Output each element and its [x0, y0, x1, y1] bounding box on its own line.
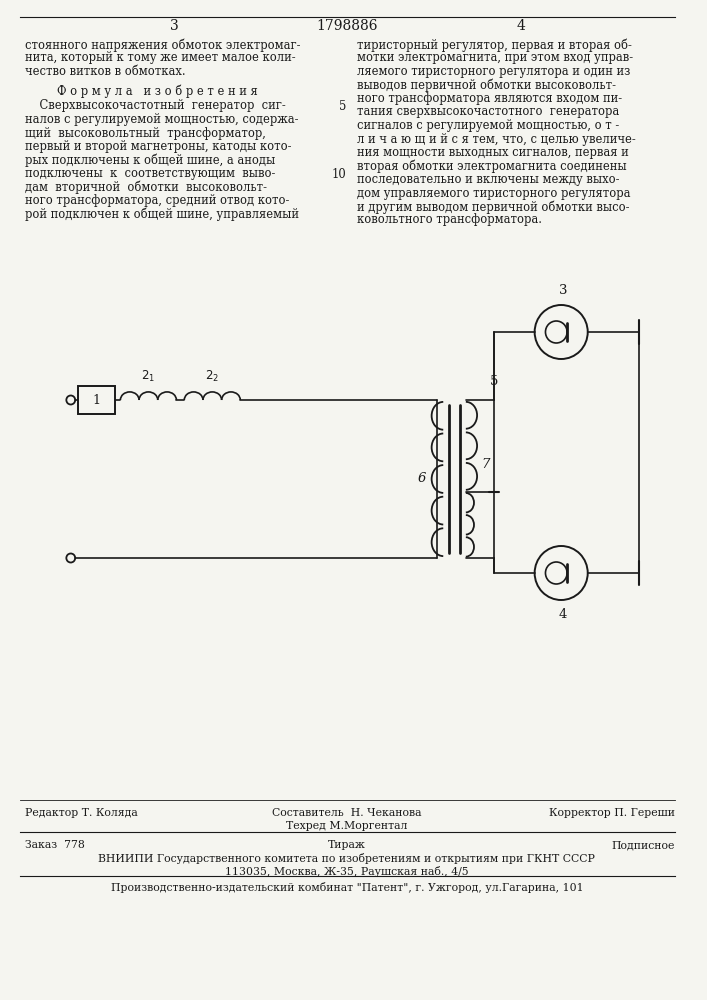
Text: Корректор П. Гереши: Корректор П. Гереши: [549, 808, 675, 818]
Text: ного трансформатора являются входом пи-: ного трансформатора являются входом пи-: [357, 92, 622, 105]
Text: 4: 4: [516, 19, 525, 33]
Text: налов с регулируемой мощностью, содержа-: налов с регулируемой мощностью, содержа-: [25, 113, 298, 126]
Text: л и ч а ю щ и й с я тем, что, с целью увеличе-: л и ч а ю щ и й с я тем, что, с целью ув…: [357, 132, 636, 145]
Text: рой подключен к общей шине, управляемый: рой подключен к общей шине, управляемый: [25, 208, 298, 221]
Text: $2_2$: $2_2$: [205, 369, 219, 384]
Text: выводов первичной обмотки высоковольт-: выводов первичной обмотки высоковольт-: [357, 79, 616, 92]
Text: Заказ  778: Заказ 778: [25, 840, 84, 850]
Text: Составитель  Н. Чеканова: Составитель Н. Чеканова: [272, 808, 421, 818]
Text: и другим выводом первичной обмотки высо-: и другим выводом первичной обмотки высо-: [357, 200, 629, 214]
Text: 1: 1: [93, 393, 101, 406]
Text: ВНИИПИ Государственного комитета по изобретениям и открытиям при ГКНТ СССР: ВНИИПИ Государственного комитета по изоб…: [98, 853, 595, 864]
Text: щий  высоковольтный  трансформатор,: щий высоковольтный трансформатор,: [25, 126, 265, 139]
Text: 3: 3: [559, 284, 568, 297]
Text: дам  вторичной  обмотки  высоковольт-: дам вторичной обмотки высоковольт-: [25, 180, 267, 194]
Text: 5: 5: [339, 101, 346, 113]
Text: сигналов с регулируемой мощностью, о т -: сигналов с регулируемой мощностью, о т -: [357, 119, 619, 132]
Text: рых подключены к общей шине, а аноды: рых подключены к общей шине, а аноды: [25, 153, 275, 167]
Text: первый и второй магнетроны, катоды кото-: первый и второй магнетроны, катоды кото-: [25, 140, 291, 153]
Text: 10: 10: [331, 168, 346, 181]
Text: мотки электромагнита, при этом вход управ-: мотки электромагнита, при этом вход упра…: [357, 51, 633, 64]
Text: 113035, Москва, Ж-35, Раушская наб., 4/5: 113035, Москва, Ж-35, Раушская наб., 4/5: [225, 866, 469, 877]
Text: дом управляемого тиристорного регулятора: дом управляемого тиристорного регулятора: [357, 186, 630, 200]
Text: нита, который к тому же имеет малое коли-: нита, который к тому же имеет малое коли…: [25, 51, 296, 64]
Text: чество витков в обмотках.: чество витков в обмотках.: [25, 65, 185, 78]
Text: Производственно-издательский комбинат "Патент", г. Ужгород, ул.Гагарина, 101: Производственно-издательский комбинат "П…: [110, 882, 583, 893]
Text: подключены  к  соответствующим  выво-: подключены к соответствующим выво-: [25, 167, 275, 180]
Text: Сверхвысокочастотный  генератор  сиг-: Сверхвысокочастотный генератор сиг-: [25, 100, 286, 112]
Text: ного трансформатора, средний отвод кото-: ного трансформатора, средний отвод кото-: [25, 194, 289, 207]
Text: 3: 3: [170, 19, 178, 33]
Text: ния мощности выходных сигналов, первая и: ния мощности выходных сигналов, первая и: [357, 146, 629, 159]
Text: Редактор Т. Коляда: Редактор Т. Коляда: [25, 808, 137, 818]
Text: 7: 7: [481, 458, 490, 471]
Bar: [78, 386, 115, 414]
Text: 5: 5: [490, 375, 498, 388]
Text: 4: 4: [559, 608, 567, 621]
Text: Техред М.Моргентал: Техред М.Моргентал: [286, 821, 408, 831]
Text: Тираж: Тираж: [328, 840, 366, 850]
Text: ковольтного трансформатора.: ковольтного трансформатора.: [357, 214, 542, 227]
Text: тиристорный регулятор, первая и вторая об-: тиристорный регулятор, первая и вторая о…: [357, 38, 631, 51]
Text: Ф о р м у л а   и з о б р е т е н и я: Ф о р м у л а и з о б р е т е н и я: [57, 85, 257, 98]
Text: Подписное: Подписное: [612, 840, 675, 850]
Text: последовательно и включены между выхо-: последовательно и включены между выхо-: [357, 173, 619, 186]
Text: стоянного напряжения обмоток электромаг-: стоянного напряжения обмоток электромаг-: [25, 38, 300, 51]
Text: тания сверхвысокочастотного  генератора: тания сверхвысокочастотного генератора: [357, 105, 619, 118]
Text: 6: 6: [417, 473, 426, 486]
Text: ляемого тиристорного регулятора и один из: ляемого тиристорного регулятора и один и…: [357, 65, 630, 78]
Text: вторая обмотки электромагнита соединены: вторая обмотки электромагнита соединены: [357, 159, 626, 173]
Text: $2_1$: $2_1$: [141, 369, 156, 384]
Text: 1798886: 1798886: [316, 19, 378, 33]
